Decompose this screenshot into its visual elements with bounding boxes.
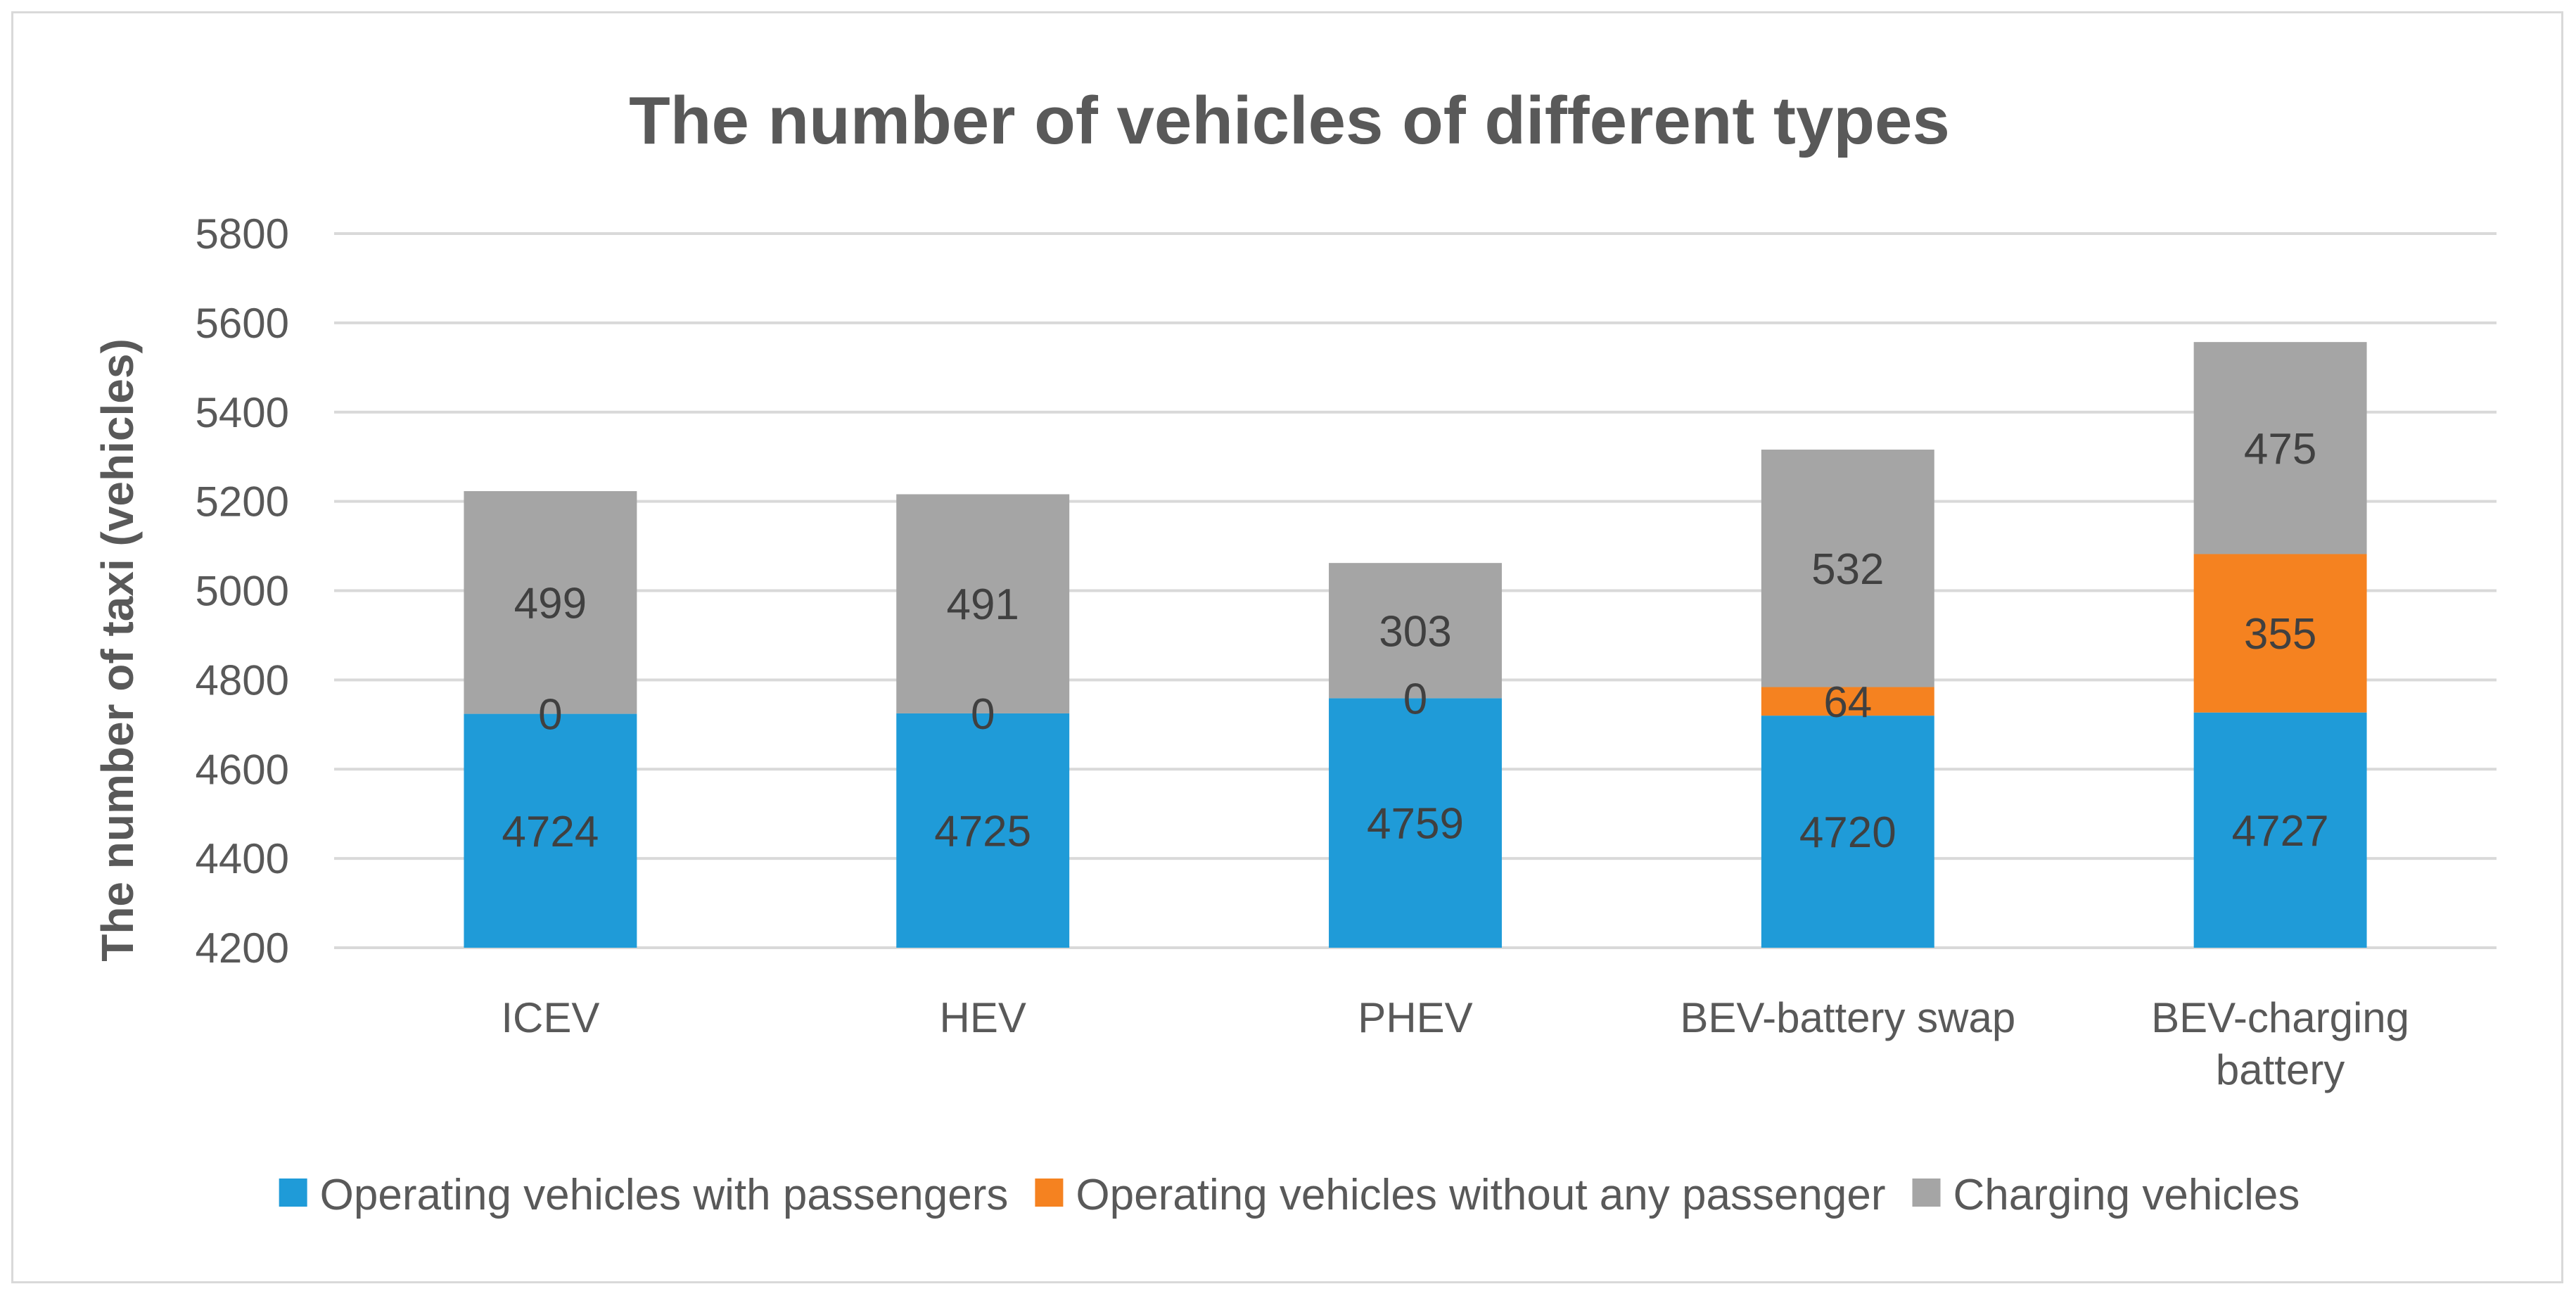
data-label: 0: [971, 690, 995, 739]
data-label: 4725: [934, 807, 1031, 856]
x-tick-label: BEV-charging: [2151, 994, 2409, 1041]
bar-segment: [2193, 342, 2367, 554]
y-tick-label: 4600: [196, 746, 289, 793]
bar-segment: [2193, 712, 2367, 948]
bar-segment: [464, 713, 637, 948]
data-label: 4727: [2232, 807, 2329, 856]
bar-segment: [896, 494, 1070, 713]
data-label: 0: [1403, 675, 1427, 723]
bar-segment: [896, 713, 1070, 948]
legend-label: Operating vehicles with passengers: [320, 1171, 1009, 1219]
chart: The number of vehicles of different type…: [92, 83, 2497, 1219]
x-tick-label: HEV: [940, 994, 1026, 1041]
legend-swatch: [1035, 1179, 1064, 1207]
legend-item: Operating vehicles with passengers: [279, 1171, 1009, 1219]
data-label: 355: [2244, 610, 2316, 659]
data-label: 64: [1823, 678, 1872, 727]
legend-label: Charging vehicles: [1953, 1171, 2300, 1219]
bar-segment: [464, 491, 637, 714]
legend-items: Operating vehicles with passengers Operat…: [279, 1171, 2300, 1219]
legend-swatch: [1912, 1179, 1941, 1207]
y-axis-title: The number of taxi (vehicles): [92, 338, 143, 962]
bar-segment: [2193, 554, 2367, 713]
y-tick-label: 5800: [196, 210, 289, 258]
y-tick-label: 4200: [196, 925, 289, 972]
data-label: 491: [946, 580, 1019, 629]
data-label: 4724: [502, 808, 599, 856]
bar-segment: [1761, 450, 1934, 687]
y-tick-label: 5200: [196, 478, 289, 526]
chart-frame: The number of vehicles of different type…: [11, 11, 2563, 1283]
data-label: 532: [1811, 545, 1884, 594]
legend-item: Operating vehicles without any passenger: [1035, 1171, 1886, 1219]
legend-swatch: [279, 1179, 307, 1207]
y-tick-label: 4400: [196, 835, 289, 882]
x-tick-label: PHEV: [1358, 994, 1472, 1041]
data-label: 499: [514, 579, 587, 628]
data-label: 0: [538, 691, 562, 739]
x-tick-label: battery: [2216, 1046, 2345, 1093]
y-tick-label: 4800: [196, 656, 289, 704]
data-label: 4759: [1367, 800, 1464, 849]
data-label: 475: [2244, 425, 2316, 474]
bar-segment: [1761, 716, 1934, 948]
data-label: 303: [1379, 607, 1451, 656]
bars: [464, 342, 2367, 948]
y-tick-label: 5600: [196, 300, 289, 347]
data-labels: 4724 0 499 4725 0 491 4759 0 303 4720 64 532 4727 355…: [502, 425, 2328, 857]
x-tick-label: BEV-battery swap: [1680, 994, 2015, 1041]
y-axis-ticks: 4200 4400 4600 4800 5000 5200 5400 5600 5800: [196, 210, 289, 972]
legend-item: Charging vehicles: [1912, 1171, 2300, 1219]
bar-segment: [1329, 698, 1502, 948]
bar-segment: [1329, 563, 1502, 699]
y-tick-label: 5400: [196, 389, 289, 436]
chart-title: The number of vehicles of different type…: [629, 83, 1950, 158]
data-label: 4720: [1799, 808, 1896, 857]
y-tick-label: 5000: [196, 568, 289, 615]
legend-label: Operating vehicles without any passenger: [1076, 1171, 1885, 1219]
x-tick-label: ICEV: [501, 994, 599, 1041]
bar-segment: [1761, 687, 1934, 716]
legend: Operating vehicles with passengers Operat…: [279, 1171, 2300, 1219]
x-axis-labels: ICEV HEV PHEV BEV-battery swap BEV-charging b…: [501, 994, 2409, 1093]
